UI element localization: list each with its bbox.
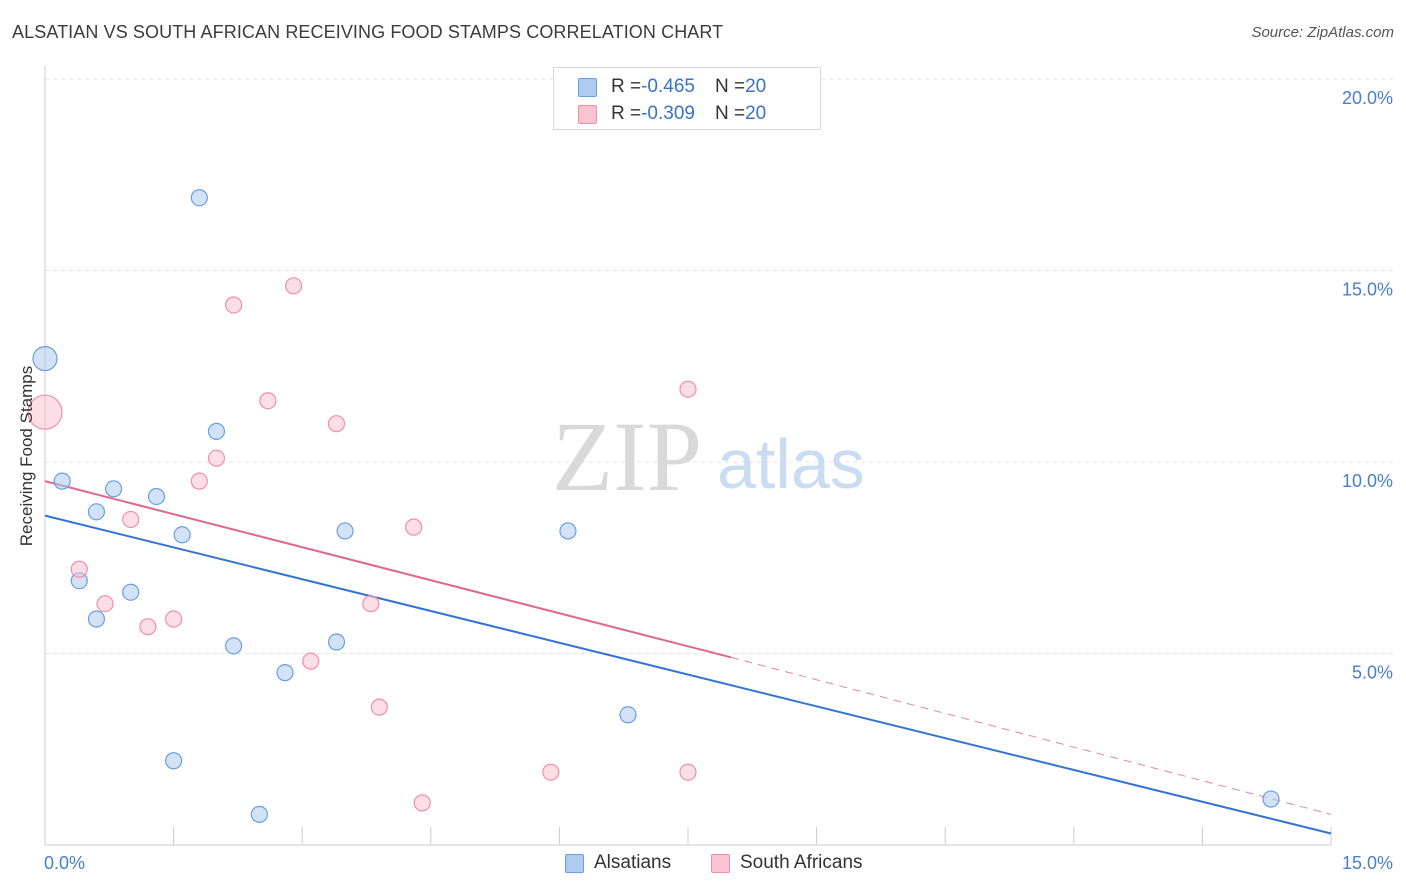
point-south-africans	[679, 380, 697, 398]
trend-lines	[44, 480, 1332, 835]
legend-swatch-alsatians	[565, 853, 584, 873]
source-note: Source: ZipAtlas.com	[1251, 24, 1394, 41]
x-tick-label: 0.0%	[44, 853, 85, 873]
point-south-africans	[542, 763, 560, 781]
correlation-legend: R = -0.465 N = 20 R = -0.309 N = 20	[553, 67, 821, 130]
point-alsatians	[1262, 790, 1280, 808]
legend-r-value: -0.309	[641, 103, 695, 124]
point-alsatians	[53, 472, 71, 490]
point-alsatians	[225, 637, 243, 655]
point-south-africans	[405, 518, 423, 536]
chart-title: ALSATIAN VS SOUTH AFRICAN RECEIVING FOOD…	[12, 22, 724, 42]
point-alsatians	[173, 526, 191, 544]
grid-lines	[45, 78, 1395, 654]
y-tick-label: 10.0%	[1342, 471, 1393, 491]
point-south-africans	[96, 595, 114, 613]
y-tick-label: 5.0%	[1352, 663, 1393, 683]
point-south-africans	[413, 794, 431, 812]
point-south-africans	[190, 472, 208, 490]
point-alsatians	[327, 633, 346, 651]
point-south-africans	[165, 610, 183, 628]
point-south-africans	[139, 618, 157, 636]
y-tick-label: 20.0%	[1342, 88, 1393, 108]
point-alsatians	[619, 706, 637, 724]
legend-r-label: R =	[611, 76, 642, 97]
point-south-africans	[259, 392, 277, 410]
legend-swatch-alsatians	[578, 77, 597, 97]
point-alsatians	[250, 805, 268, 823]
point-south-africans	[225, 296, 243, 314]
point-alsatians	[559, 522, 577, 540]
legend-n-label: N =	[714, 76, 746, 97]
point-alsatians	[207, 422, 226, 440]
legend-label-alsatians: Alsatians	[594, 852, 672, 873]
trend-line-south-africans	[44, 480, 732, 659]
point-south-africans	[70, 560, 88, 578]
point-south-africans	[285, 277, 303, 295]
y-tick-label: 15.0%	[1342, 280, 1393, 300]
point-alsatians	[276, 664, 294, 682]
trend-line-alsatians	[44, 514, 1332, 835]
point-south-africans	[302, 652, 320, 670]
legend-n-label: N =	[714, 103, 746, 124]
legend-n-value: 20	[745, 103, 767, 124]
legend-n-value: 20	[745, 76, 767, 97]
point-alsatians	[87, 610, 106, 628]
x-tick-label: 15.0%	[1342, 853, 1393, 873]
trend-line-dashed-south-africans	[730, 656, 1332, 815]
legend-row-alsatians: R = -0.465 N = 20	[578, 76, 766, 98]
point-alsatians	[190, 189, 208, 207]
legend-row-south-africans: R = -0.309 N = 20	[578, 103, 766, 125]
axes	[44, 66, 1332, 846]
legend-r-value: -0.465	[641, 76, 695, 97]
legend-item-south-africans[interactable]: South Africans	[711, 852, 863, 874]
watermark-zip: ZIP	[552, 401, 702, 512]
point-alsatians	[165, 752, 183, 770]
legend-r-label: R =	[611, 103, 642, 124]
point-alsatians	[87, 503, 106, 521]
watermark-atlas: atlas	[717, 425, 865, 503]
legend-swatch-south-africans	[711, 853, 730, 873]
data-points	[27, 189, 1280, 823]
point-alsatians	[104, 480, 123, 498]
point-south-africans	[679, 763, 697, 781]
point-alsatians	[32, 345, 58, 372]
x-tick-labels: 0.0% 15.0%	[44, 853, 1393, 873]
point-alsatians	[147, 487, 166, 506]
point-alsatians	[122, 583, 140, 601]
legend-swatch-south-africans	[578, 104, 597, 124]
y-axis-title: Receiving Food Stamps	[17, 366, 36, 546]
point-south-africans	[122, 510, 140, 529]
point-south-africans	[370, 698, 388, 716]
point-alsatians	[336, 522, 354, 540]
series-legend: Alsatians South Africans	[0, 852, 1406, 878]
legend-label-south-africans: South Africans	[740, 852, 863, 873]
y-tick-labels: 5.0% 10.0% 15.0% 20.0%	[1342, 88, 1393, 683]
point-south-africans	[327, 415, 346, 433]
point-south-africans	[27, 394, 63, 430]
point-south-africans	[362, 595, 380, 613]
legend-item-alsatians[interactable]: Alsatians	[565, 852, 671, 874]
point-south-africans	[207, 449, 226, 467]
